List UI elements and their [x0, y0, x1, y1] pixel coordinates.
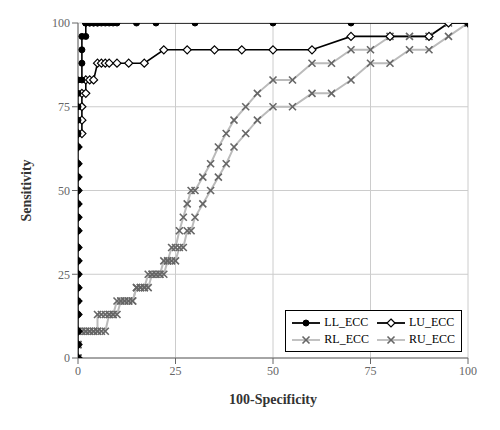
svg-text:75: 75 [58, 100, 70, 114]
svg-text:75: 75 [365, 364, 377, 378]
svg-text:0: 0 [75, 364, 81, 378]
html-text:RL_ECC: RL_ECC [324, 332, 369, 346]
svg-text:25: 25 [58, 268, 70, 282]
html-text:LU_ECC: LU_ECC [409, 315, 455, 329]
html-text:RU_ECC: RU_ECC [409, 332, 455, 346]
svg-text:100: 100 [52, 16, 70, 30]
html-text:LL_ECC: LL_ECC [324, 315, 369, 329]
svg-text:50: 50 [267, 364, 279, 378]
svg-text:100: 100 [459, 364, 477, 378]
svg-text:100-Specificity: 100-Specificity [229, 392, 317, 407]
svg-text:50: 50 [58, 184, 70, 198]
svg-text:0: 0 [64, 351, 70, 365]
svg-text:Sensitivity: Sensitivity [19, 159, 34, 221]
svg-text:25: 25 [170, 364, 182, 378]
